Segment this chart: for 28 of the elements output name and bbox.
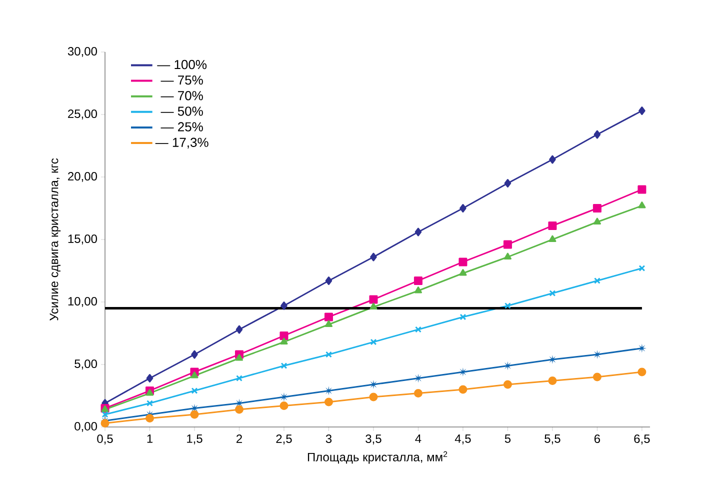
x-tick-label: 0,5	[97, 434, 113, 444]
legend-label: — 50%	[160, 106, 203, 116]
legend-label: — 17,3%	[155, 138, 208, 149]
x-tick-label: 2,5	[276, 434, 292, 444]
y-tick-label: 10,00	[68, 297, 98, 307]
x-axis-title: Площадь кристалла, мм$^{2}$	[308, 451, 448, 464]
x-tick-label: 6,5	[634, 434, 650, 444]
legend-label: — 70%	[160, 91, 203, 100]
x-tick-label: 5,5	[544, 434, 560, 444]
x-tick-label: 1,5	[187, 434, 202, 444]
legend-label: — 100%	[157, 60, 207, 70]
y-tick-label: 0,00	[74, 422, 98, 432]
x-tick-label: 4	[415, 434, 422, 443]
x-tick-label: 6	[594, 434, 600, 444]
y-axis-title: Усилие сдвига кристалла, кгс	[50, 158, 61, 321]
legend-label: — 25%	[160, 122, 203, 132]
x-tick-label: 2	[236, 434, 242, 443]
x-tick-label: 4,5	[454, 434, 471, 444]
x-tick-label: 1	[147, 434, 152, 443]
y-tick-label: 15,00	[68, 234, 98, 244]
x-tick-label: 3	[326, 434, 332, 444]
y-tick-label: 30,00	[68, 47, 98, 57]
y-tick-label: 5,00	[74, 360, 98, 370]
x-tick-label: 5	[504, 434, 511, 443]
legend-label: — 75%	[160, 76, 203, 85]
x-tick-label: 3,5	[366, 434, 382, 444]
y-tick-label: 25,00	[68, 110, 98, 120]
y-tick-label: 20,00	[68, 172, 98, 182]
